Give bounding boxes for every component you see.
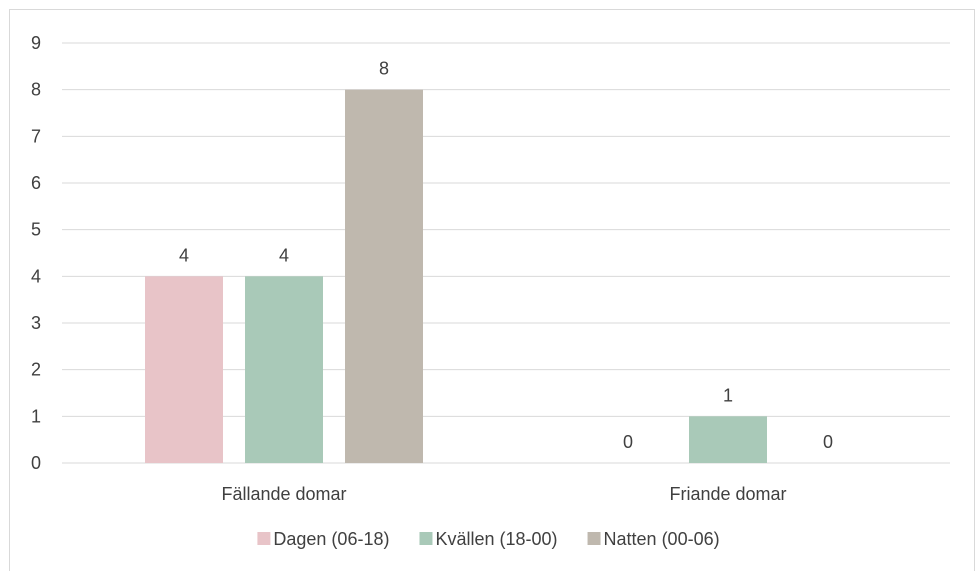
bar-0-0 xyxy=(145,276,223,463)
data-labels: 4 4 8 0 1 0 xyxy=(179,59,833,452)
data-label: 0 xyxy=(623,432,633,452)
bar-0-1 xyxy=(245,276,323,463)
y-tick-label: 0 xyxy=(31,453,41,473)
data-label: 4 xyxy=(179,245,189,265)
y-tick-label: 8 xyxy=(31,80,41,100)
bar-0-2 xyxy=(345,89,423,464)
legend-swatch xyxy=(587,532,601,545)
y-tick-label: 7 xyxy=(31,126,41,146)
bar-1-1 xyxy=(689,416,767,463)
chart-frame xyxy=(9,9,975,571)
legend-label: Kvällen (18-00) xyxy=(435,529,557,549)
x-axis-category-labels: Fällande domar Friande domar xyxy=(221,484,786,504)
legend-swatch xyxy=(419,532,433,545)
y-tick-label: 3 xyxy=(31,313,41,333)
y-tick-label: 1 xyxy=(31,406,41,426)
legend-label: Natten (00-06) xyxy=(604,529,720,549)
data-label: 4 xyxy=(279,245,289,265)
y-tick-label: 2 xyxy=(31,360,41,380)
data-label: 8 xyxy=(379,59,389,79)
y-tick-label: 4 xyxy=(31,266,41,286)
legend-swatch xyxy=(257,532,271,545)
legend: Dagen (06-18) Kvällen (18-00) Natten (00-0… xyxy=(257,529,720,549)
category-label: Friande domar xyxy=(669,484,786,504)
category-label: Fällande domar xyxy=(221,484,346,504)
legend-item: Dagen (06-18) xyxy=(257,529,389,549)
data-label: 0 xyxy=(823,432,833,452)
y-tick-label: 9 xyxy=(31,33,41,53)
y-axis-tick-labels: 0 1 2 3 4 5 6 7 8 9 xyxy=(31,33,41,473)
y-tick-label: 6 xyxy=(31,173,41,193)
y-tick-label: 5 xyxy=(31,220,41,240)
bars xyxy=(145,89,767,464)
legend-item: Kvällen (18-00) xyxy=(419,529,558,549)
legend-item: Natten (00-06) xyxy=(587,529,720,549)
legend-label: Dagen (06-18) xyxy=(273,529,389,549)
data-label: 1 xyxy=(723,385,733,405)
